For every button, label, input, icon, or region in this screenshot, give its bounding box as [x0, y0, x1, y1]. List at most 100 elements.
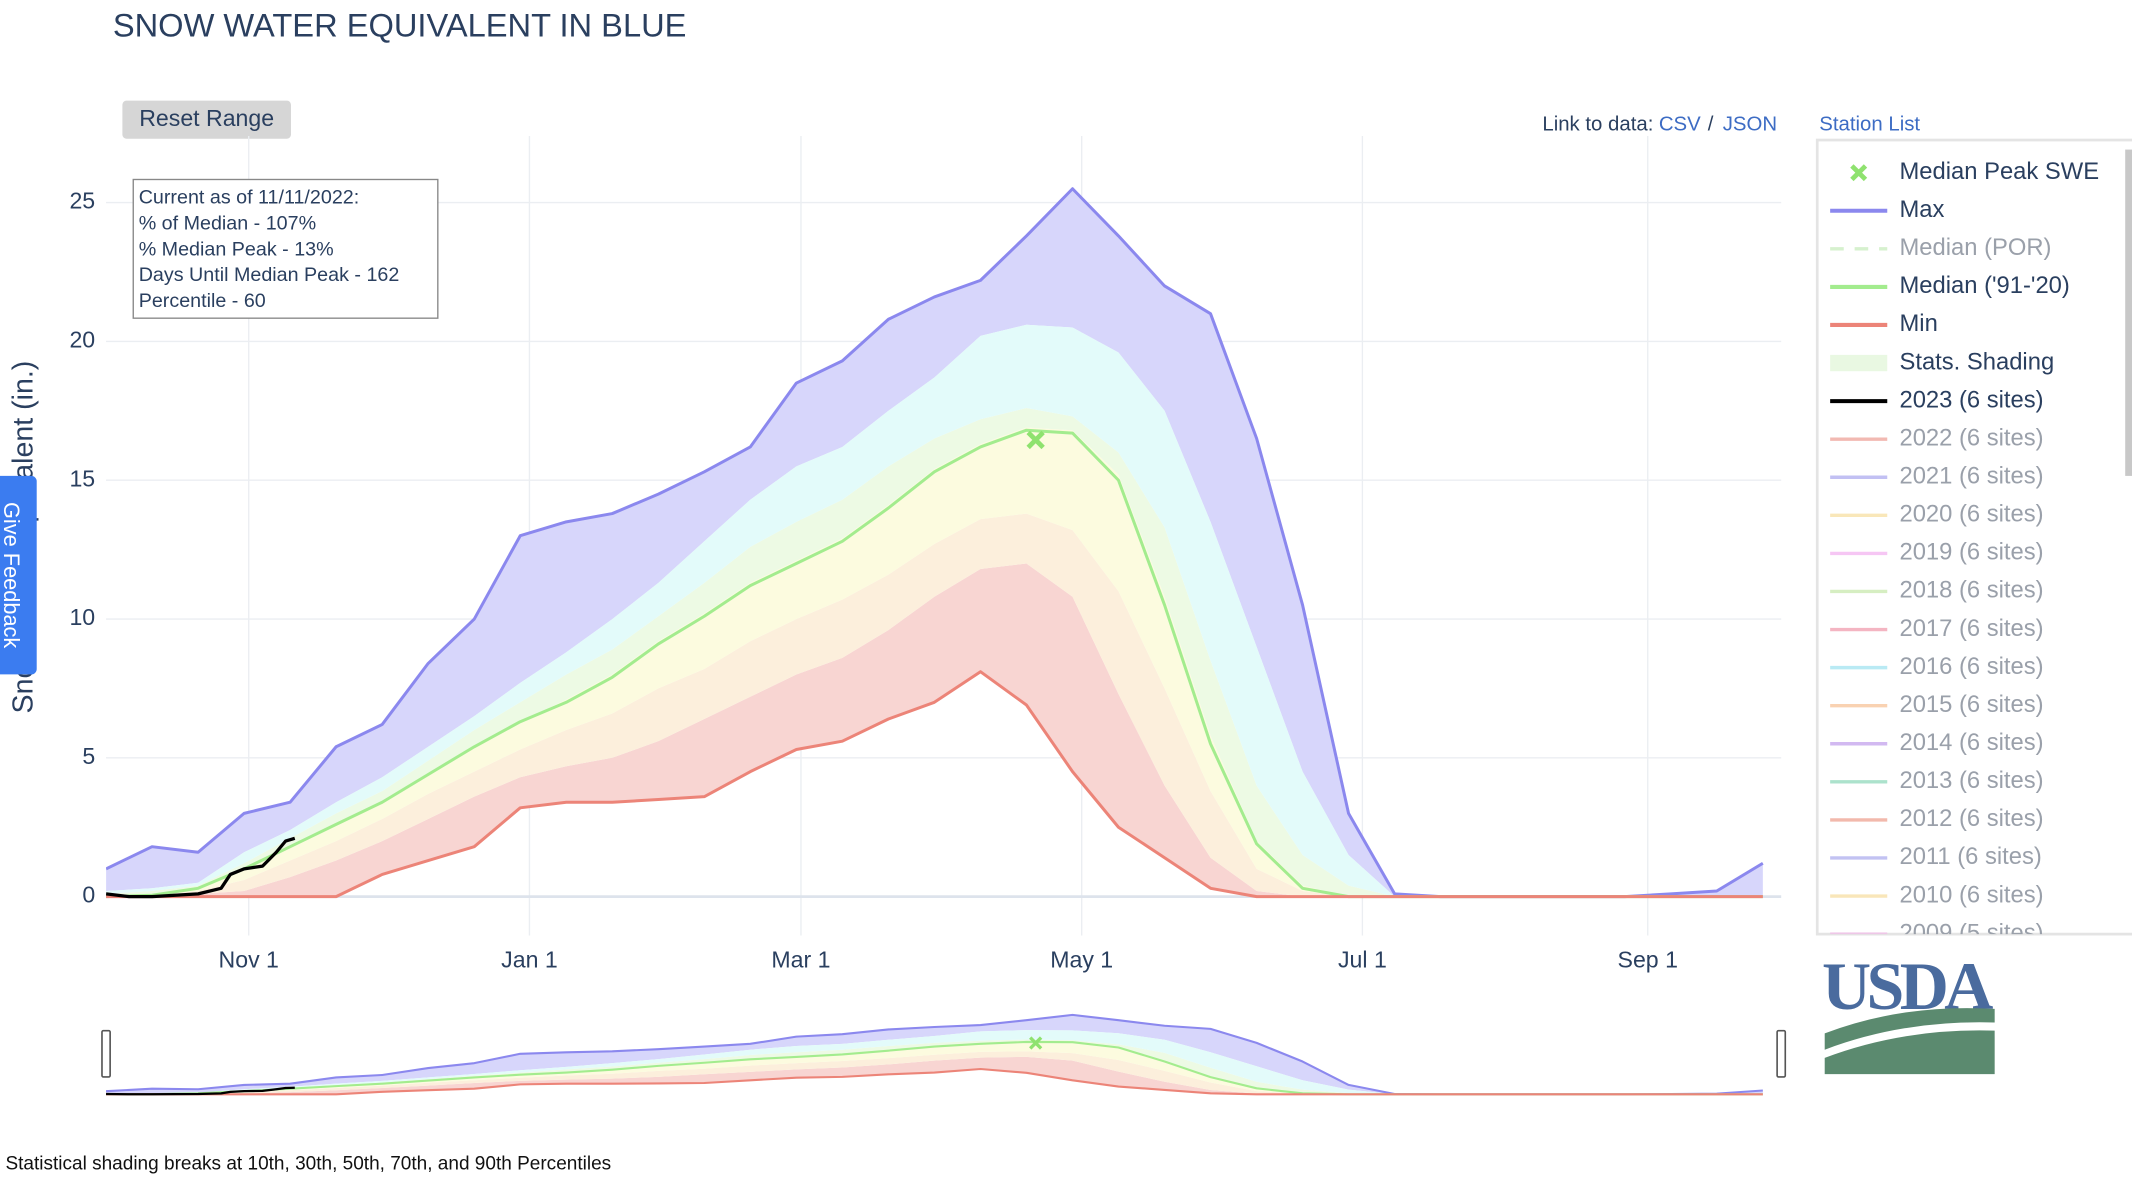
legend-label[interactable]: 2013 (6 sites): [1899, 767, 2043, 794]
x-tick-label: Jul 1: [1338, 946, 1387, 972]
legend-label[interactable]: Min: [1899, 310, 1937, 337]
range-handle[interactable]: [1776, 1029, 1787, 1078]
legend-item[interactable]: 2015 (6 sites): [1830, 691, 2044, 718]
annotation-line: % of Median - 107%: [139, 213, 316, 235]
logo-field: [1824, 1030, 1995, 1075]
legend-item[interactable]: Stats. Shading: [1830, 348, 2054, 375]
legend-item[interactable]: 2013 (6 sites): [1830, 767, 2044, 794]
reset-button[interactable]: [122, 100, 291, 139]
legend-label[interactable]: 2020 (6 sites): [1899, 501, 2043, 528]
x-tick-label: Mar 1: [771, 946, 830, 972]
legend-item[interactable]: 2016 (6 sites): [1830, 653, 2044, 680]
legend-swatch: [1830, 354, 1888, 372]
series-line: [106, 1067, 1763, 1096]
legend-item[interactable]: 2019 (6 sites): [1830, 539, 2044, 566]
median-peak-marker: [1029, 1036, 1043, 1050]
y-tick-label: 5: [82, 743, 95, 769]
station-list-link[interactable]: Station List: [1819, 113, 1920, 135]
shading-band: [106, 188, 1763, 897]
range-handle[interactable]: [101, 1029, 111, 1078]
legend-item[interactable]: 2022 (6 sites): [1830, 424, 2044, 451]
annotation-line: % Median Peak - 13%: [139, 238, 334, 260]
legend-label[interactable]: 2016 (6 sites): [1899, 653, 2043, 680]
range-slider: [101, 1013, 1787, 1096]
shading-band: [106, 324, 1763, 897]
shading-band: [106, 1041, 1763, 1095]
legend-label[interactable]: Median ('91-'20): [1899, 272, 2069, 299]
legend-item[interactable]: 2012 (6 sites): [1830, 805, 2044, 832]
annotation: Current as of 11/11/2022: % of Median - 1…: [139, 187, 400, 312]
feedback-label[interactable]: Give Feedback: [0, 502, 24, 648]
y-tick-label: 0: [82, 882, 95, 908]
legend-label[interactable]: 2009 (5 sites): [1899, 919, 2043, 946]
y-tick-label: 10: [69, 604, 95, 630]
legend-item[interactable]: 2011 (6 sites): [1830, 843, 2042, 870]
legend-item[interactable]: Max: [1830, 196, 1945, 223]
shading-band: [106, 1030, 1763, 1095]
legend-label[interactable]: 2010 (6 sites): [1899, 881, 2043, 908]
csv-link[interactable]: CSV: [1659, 113, 1701, 135]
legend-item[interactable]: Min: [1830, 310, 1938, 337]
legend-item[interactable]: 2021 (6 sites): [1830, 463, 2044, 490]
link-label: Link to data:: [1542, 113, 1653, 135]
x-tick-label: Jan 1: [501, 946, 558, 972]
legend-item[interactable]: 2020 (6 sites): [1830, 501, 2044, 528]
legend-item[interactable]: 2018 (6 sites): [1830, 577, 2044, 604]
legend-item[interactable]: Median (POR): [1830, 234, 2051, 261]
legend-item[interactable]: 2009 (5 sites): [1830, 919, 2044, 946]
x-tick-label: Sep 1: [1618, 946, 1678, 972]
legend-item[interactable]: 2017 (6 sites): [1830, 615, 2044, 642]
legend-item[interactable]: 2010 (6 sites): [1830, 881, 2044, 908]
median-peak-marker: [1026, 430, 1045, 450]
feedback-tab[interactable]: [0, 475, 37, 675]
x-tick-label: Nov 1: [219, 946, 279, 972]
legend-label[interactable]: Median Peak SWE: [1899, 158, 2099, 185]
annotation-line: Days Until Median Peak - 162: [139, 264, 400, 286]
y-tick-label: 15: [69, 465, 95, 491]
legend-label[interactable]: Median (POR): [1899, 234, 2051, 261]
legend-label[interactable]: 2012 (6 sites): [1899, 805, 2043, 832]
plot-series: [106, 187, 1764, 899]
legend-item[interactable]: Median Peak SWE: [1850, 158, 2099, 185]
shading-band: [106, 513, 1763, 897]
shading-band: [106, 427, 1763, 897]
legend-scrollbar[interactable]: [2125, 149, 2132, 476]
legend-label[interactable]: 2017 (6 sites): [1899, 615, 2043, 642]
legend-label[interactable]: 2011 (6 sites): [1899, 843, 2041, 870]
legend-label[interactable]: 2023 (6 sites): [1899, 386, 2043, 413]
legend-label[interactable]: 2015 (6 sites): [1899, 691, 2043, 718]
chart-title: SNOW WATER EQUIVALENT IN BLUE: [112, 8, 687, 45]
footnote: Statistical shading breaks at 10th, 30th…: [5, 1153, 611, 1174]
legend-label[interactable]: 2021 (6 sites): [1899, 463, 2043, 490]
shading-band: [106, 1014, 1763, 1095]
y-tick-label: 25: [69, 188, 95, 214]
legend-label[interactable]: Max: [1899, 196, 1944, 223]
legend-label[interactable]: Stats. Shading: [1899, 348, 2054, 375]
legend-label[interactable]: 2018 (6 sites): [1899, 577, 2043, 604]
shading-band: [106, 1056, 1763, 1095]
shading-band: [106, 563, 1763, 897]
legend-box: [1815, 138, 2132, 936]
legend-item[interactable]: Median ('91-'20): [1830, 272, 2070, 299]
annotation-box: [132, 178, 439, 319]
legend: Median Peak SWE Max Median (POR) Median ('9…: [1830, 158, 2099, 946]
plot-area: [106, 135, 1782, 936]
x-tick-label: May 1: [1050, 946, 1113, 972]
legend-label[interactable]: 2019 (6 sites): [1899, 539, 2043, 566]
reset-label[interactable]: Reset Range: [139, 105, 274, 131]
legend-marker: [1850, 164, 1868, 182]
logo-stripe: [1824, 1008, 1995, 1050]
title-box: SNOW WATER EQUIVALENT IN BLUE: [112, 8, 687, 45]
legend-label[interactable]: 2014 (6 sites): [1899, 729, 2043, 756]
series-line: [106, 1086, 295, 1096]
series-line: [106, 670, 1763, 899]
link-separator: /: [1708, 113, 1714, 135]
annotation-line: Percentile - 60: [139, 290, 266, 312]
legend-item[interactable]: 2023 (6 sites): [1830, 386, 2044, 413]
annotation-line: Current as of 11/11/2022:: [139, 187, 360, 209]
legend-label[interactable]: 2022 (6 sites): [1899, 424, 2043, 451]
legend-item[interactable]: 2014 (6 sites): [1830, 729, 2044, 756]
json-link[interactable]: JSON: [1723, 113, 1777, 135]
